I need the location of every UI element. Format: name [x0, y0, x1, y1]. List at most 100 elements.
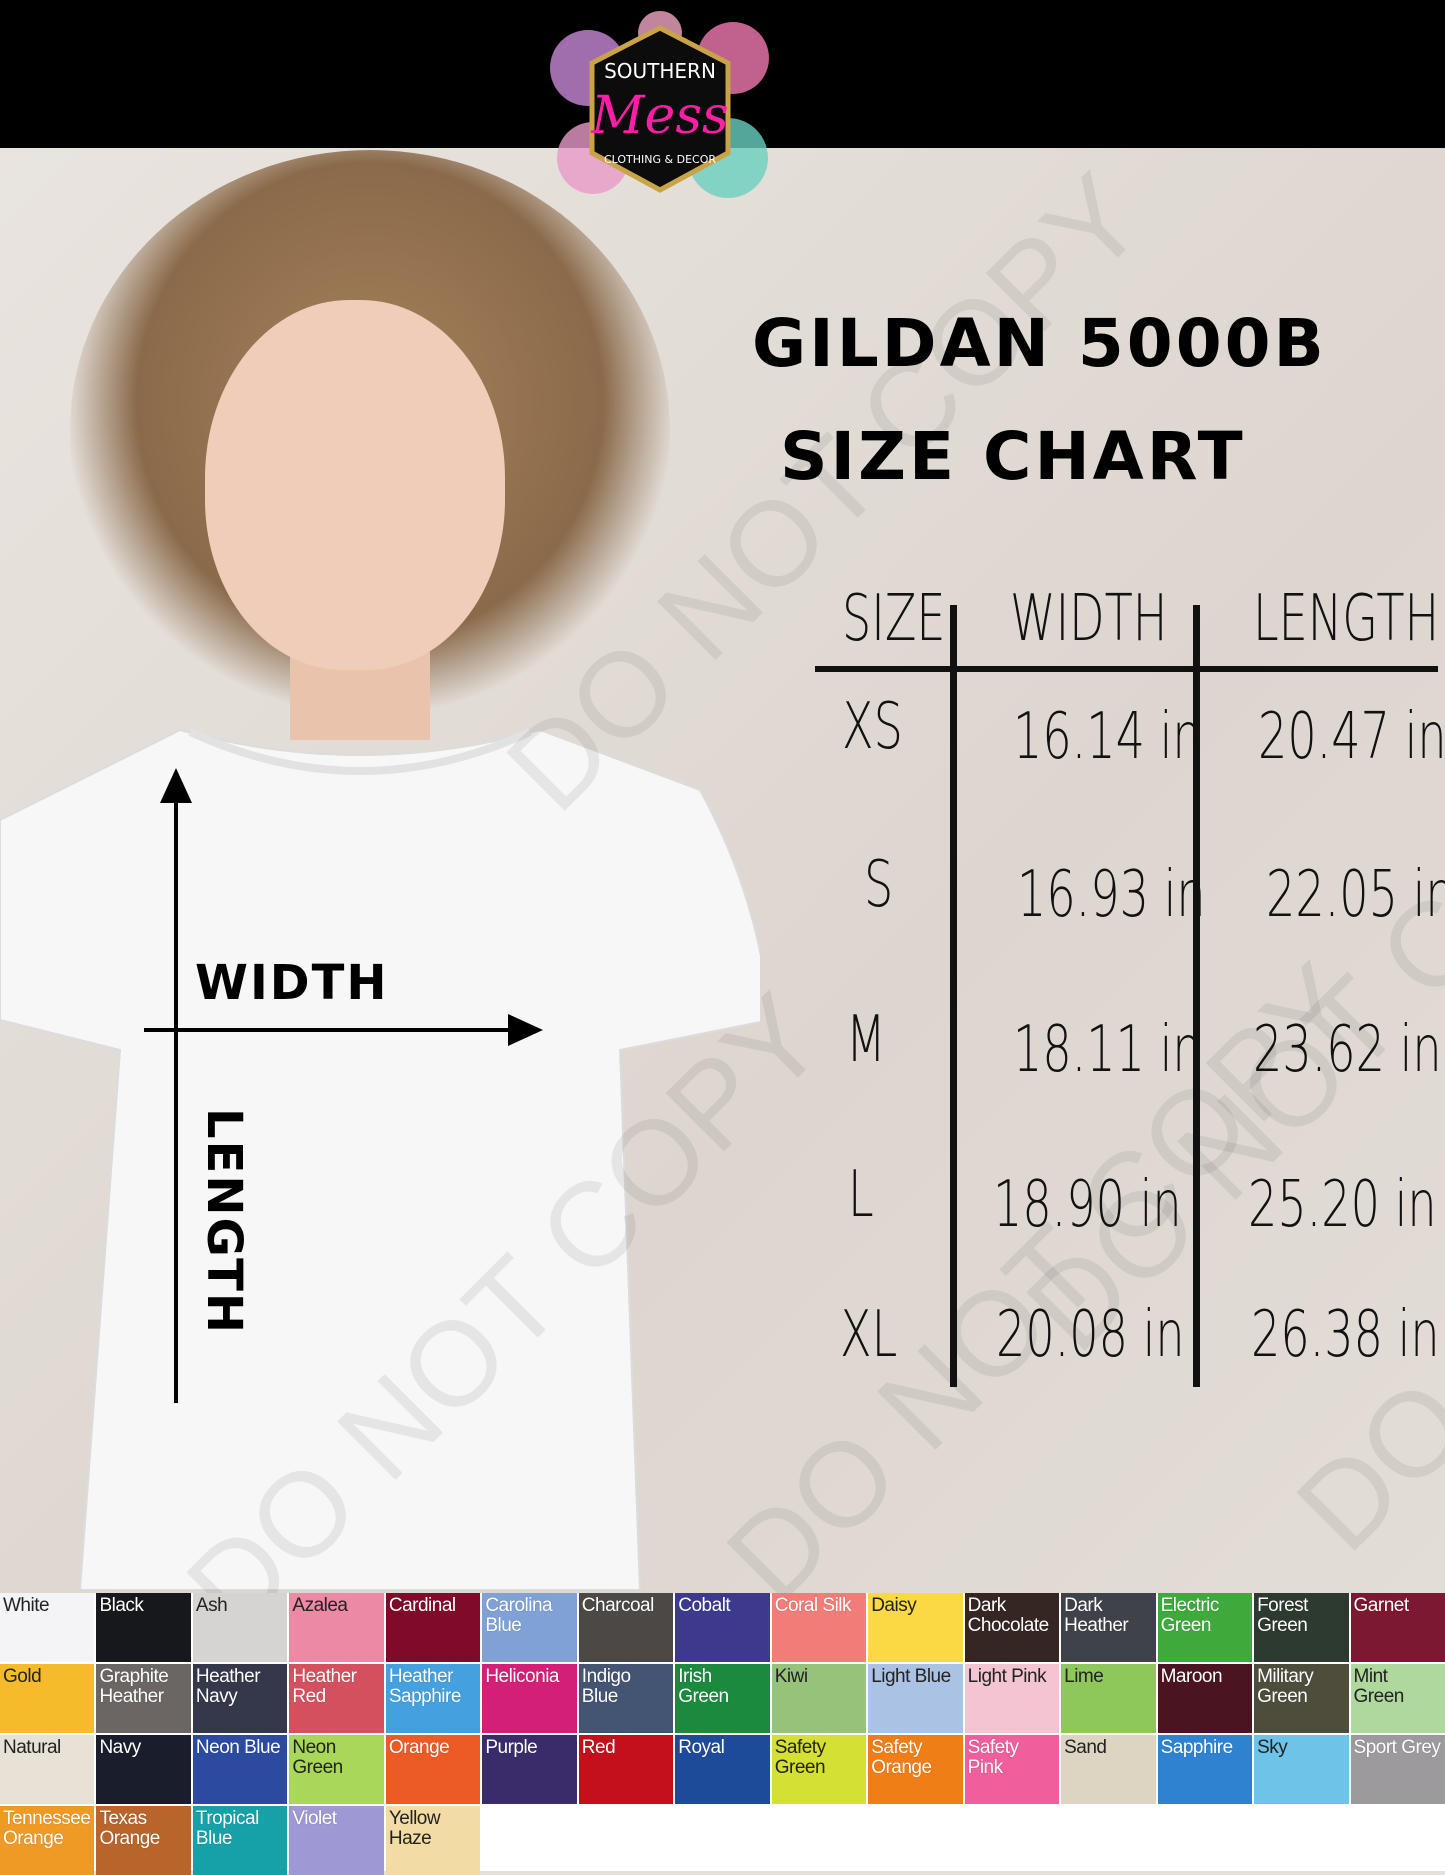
color-swatch-heather-navy: Heather Navy: [192, 1664, 288, 1733]
color-swatch-label: Heather Red: [292, 1666, 357, 1707]
color-swatch-label: Yellow Haze: [388, 1808, 441, 1849]
title-line-2: SIZE CHART: [780, 418, 1246, 495]
color-swatch-label: Light Blue: [871, 1666, 951, 1687]
color-swatch-label: Light Pink: [967, 1666, 1047, 1687]
row-m-size: M: [846, 1003, 886, 1077]
color-swatch-forest-green: Forest Green: [1254, 1593, 1349, 1662]
color-swatch-label: Garnet: [1353, 1595, 1410, 1616]
color-swatch-gold: Gold: [0, 1664, 95, 1733]
color-swatch-heather-red: Heather Red: [289, 1664, 384, 1733]
row-s-length: 22.05 in: [1266, 858, 1445, 932]
color-swatch-label: Natural: [3, 1737, 61, 1758]
color-swatch-label: Kiwi: [774, 1666, 808, 1687]
row-l-width: 18.90 in: [993, 1168, 1182, 1242]
color-swatch-charcoal: Charcoal: [578, 1593, 674, 1662]
color-swatch-red: Red: [578, 1735, 674, 1804]
color-swatch-black: Black: [96, 1593, 191, 1662]
color-swatch-safety-green: Safety Green: [771, 1735, 867, 1804]
color-swatch-label: Lime: [1064, 1666, 1104, 1687]
color-swatch-label: White: [3, 1595, 50, 1616]
length-label: LENGTH: [196, 1108, 252, 1336]
color-swatch-military-green: Military Green: [1254, 1664, 1349, 1733]
row-xs-size: XS: [842, 690, 903, 764]
color-swatch-label: Sand: [1064, 1737, 1107, 1758]
color-swatch-daisy: Daisy: [868, 1593, 963, 1662]
color-swatch-coral-silk: Coral Silk: [771, 1593, 867, 1662]
color-swatch-label: Violet: [292, 1808, 337, 1829]
color-swatch-label: Cardinal: [388, 1595, 456, 1616]
color-swatch-graphite-heather: Graphite Heather: [96, 1664, 191, 1733]
row-l-size: L: [848, 1158, 874, 1232]
color-swatch-kiwi: Kiwi: [771, 1664, 867, 1733]
color-swatch-sport-grey: Sport Grey: [1350, 1735, 1445, 1804]
row-m-length: 23.62 in: [1253, 1013, 1442, 1087]
color-swatch-electric-green: Electric Green: [1157, 1593, 1253, 1662]
color-swatch-sky: Sky: [1254, 1735, 1349, 1804]
color-swatch-label: Sapphire: [1160, 1737, 1234, 1758]
color-swatch-natural: Natural: [0, 1735, 95, 1804]
color-swatch-label: Neon Green: [292, 1737, 343, 1778]
color-swatch-label: Orange: [388, 1737, 450, 1758]
color-swatch-cobalt: Cobalt: [675, 1593, 770, 1662]
color-swatch-violet: Violet: [289, 1806, 384, 1875]
color-swatch-indigo-blue: Indigo Blue: [578, 1664, 674, 1733]
color-swatch-label: Heather Navy: [195, 1666, 261, 1707]
color-swatch-label: Safety Pink: [967, 1737, 1019, 1778]
color-swatch-label: Daisy: [871, 1595, 917, 1616]
color-swatch-tennessee-orange: Tennessee Orange: [0, 1806, 95, 1875]
color-swatch-label: Safety Green: [774, 1737, 826, 1778]
color-swatch-sapphire: Sapphire: [1157, 1735, 1253, 1804]
row-m-width: 18.11 in: [1013, 1013, 1202, 1087]
color-swatch-yellow-haze: Yellow Haze: [385, 1806, 481, 1875]
measurement-arrows: [144, 768, 543, 1403]
color-swatch-label: Gold: [3, 1666, 42, 1687]
color-swatch-tropical-blue: Tropical Blue: [192, 1806, 288, 1875]
color-swatch-label: Charcoal: [581, 1595, 655, 1616]
row-xl-width: 20.08 in: [996, 1298, 1185, 1372]
color-swatch-irish-green: Irish Green: [675, 1664, 770, 1733]
color-swatch-neon-green: Neon Green: [289, 1735, 384, 1804]
color-swatch-dark-chocolate: Dark Chocolate: [964, 1593, 1060, 1662]
color-swatch-label: Coral Silk: [774, 1595, 852, 1616]
length-arrowhead: [160, 768, 192, 803]
color-swatch-label: Red: [581, 1737, 616, 1758]
color-swatch-label: Sky: [1257, 1737, 1288, 1758]
color-swatch-label: Cobalt: [678, 1595, 731, 1616]
color-swatch-dark-heather: Dark Heather: [1061, 1593, 1156, 1662]
color-swatch-label: Indigo Blue: [581, 1666, 631, 1707]
color-swatch-purple: Purple: [482, 1735, 577, 1804]
row-s-size: S: [864, 848, 894, 922]
color-swatch-label: Tennessee Orange: [3, 1808, 91, 1849]
color-swatch-label: Azalea: [292, 1595, 348, 1616]
color-swatch-label: Neon Blue: [195, 1737, 281, 1758]
logo-text-clothing: CLOTHING & DECOR: [604, 153, 716, 166]
color-swatch-grid: White Black Ash Azalea Cardinal Carolina Blue…: [0, 1593, 1445, 1875]
color-swatch-label: Purple: [485, 1737, 538, 1758]
color-swatch-label: Carolina Blue: [485, 1595, 553, 1636]
color-swatch-ash: Ash: [192, 1593, 288, 1662]
color-swatch-heliconia: Heliconia: [482, 1664, 577, 1733]
color-swatch-label: Navy: [99, 1737, 141, 1758]
header-width: WIDTH: [1010, 582, 1168, 656]
color-swatch-white: White: [0, 1593, 95, 1662]
color-swatch-label: Graphite Heather: [99, 1666, 169, 1707]
color-swatch-heather-sapphire: Heather Sapphire: [385, 1664, 481, 1733]
color-swatch-label: Texas Orange: [99, 1808, 160, 1849]
color-swatch-light-blue: Light Blue: [868, 1664, 963, 1733]
color-swatch-label: Heliconia: [485, 1666, 559, 1687]
color-swatch-label: Dark Chocolate: [967, 1595, 1050, 1636]
color-swatch-label: Electric Green: [1160, 1595, 1220, 1636]
header-length: LENGTH: [1253, 582, 1440, 656]
width-label: WIDTH: [195, 955, 389, 1011]
color-swatch-label: Royal: [678, 1737, 725, 1758]
row-xs-length: 20.47 in: [1258, 700, 1445, 774]
color-swatch-label: Sport Grey: [1353, 1737, 1441, 1758]
header-size: SIZE: [842, 582, 946, 656]
color-swatch-label: Tropical Blue: [195, 1808, 259, 1849]
column-divider: [950, 605, 957, 1387]
color-swatch-safety-orange: Safety Orange: [868, 1735, 963, 1804]
color-swatch-label: Heather Sapphire: [388, 1666, 462, 1707]
color-swatch-label: Irish Green: [678, 1666, 729, 1707]
row-xl-length: 26.38 in: [1251, 1298, 1440, 1372]
color-swatch-label: Forest Green: [1257, 1595, 1308, 1636]
